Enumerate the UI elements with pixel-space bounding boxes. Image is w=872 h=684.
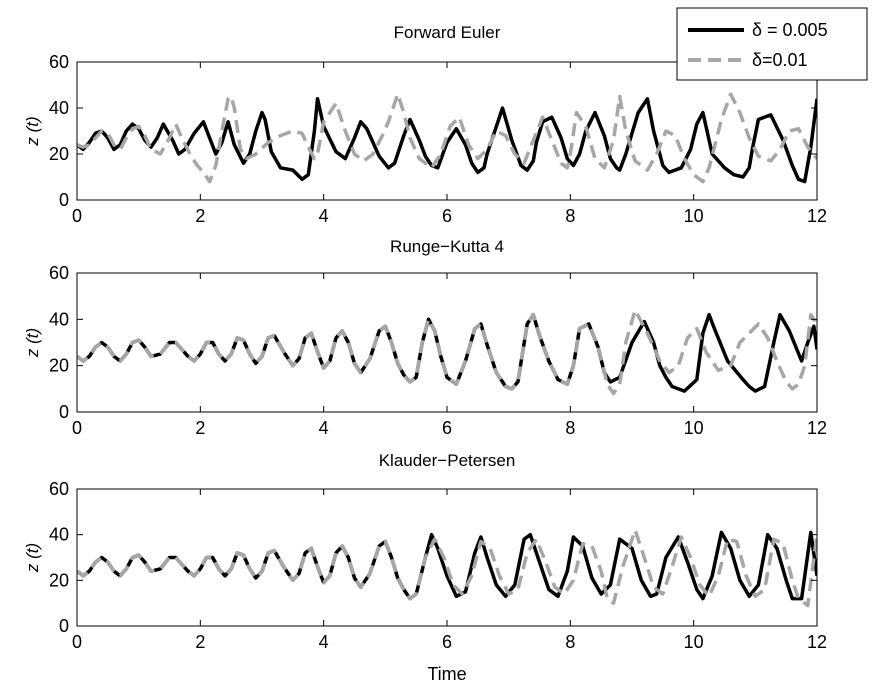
x-tick-label: 8 (565, 418, 575, 438)
x-tick-label: 0 (72, 418, 82, 438)
axes-frame (76, 272, 818, 413)
x-tick-label: 2 (195, 206, 205, 226)
x-tick-label: 0 (72, 206, 82, 226)
y-tick-label: 0 (59, 402, 69, 422)
axes-frame (76, 488, 818, 627)
subplot-title: Klauder−Petersen (379, 451, 516, 470)
y-tick-label: 40 (49, 98, 69, 118)
subplot-title: Forward Euler (394, 23, 501, 42)
x-tick-label: 12 (807, 418, 827, 438)
x-tick-label: 2 (195, 632, 205, 652)
x-tick-label: 6 (442, 418, 452, 438)
x-tick-label: 6 (442, 632, 452, 652)
x-axis-label: Time (427, 664, 466, 684)
y-axis-label: z (t) (23, 116, 42, 146)
x-tick-label: 2 (195, 418, 205, 438)
x-tick-label: 4 (319, 632, 329, 652)
legend-box (676, 7, 868, 81)
y-tick-label: 40 (49, 525, 69, 545)
y-tick-label: 20 (49, 356, 69, 376)
y-tick-label: 40 (49, 309, 69, 329)
series-line-delta-001 (77, 308, 817, 396)
subplot-3: 0 2 4 6 8 10 12 0 20 40 60 Klauder−Petersen z (t) (23, 451, 827, 652)
x-tick-label: 12 (807, 632, 827, 652)
subplot-2: 0 2 4 6 8 10 12 0 20 40 60 Runge−Kutta 4 z (t) (23, 237, 827, 438)
x-tick-label: 0 (72, 632, 82, 652)
y-axis-label: z (t) (23, 543, 42, 573)
x-tick-label: 6 (442, 206, 452, 226)
y-tick-label: 60 (49, 52, 69, 72)
x-tick-label: 10 (684, 206, 704, 226)
subplot-1: 0 2 4 6 8 10 12 0 20 40 60 Forward Euler z (t) (23, 23, 827, 226)
legend-label: δ = 0.005 (752, 20, 828, 40)
y-tick-label: 20 (49, 570, 69, 590)
series-line-delta-001 (77, 528, 817, 608)
y-tick-label: 0 (59, 616, 69, 636)
x-tick-label: 8 (565, 206, 575, 226)
x-tick-label: 12 (807, 206, 827, 226)
y-tick-label: 20 (49, 144, 69, 164)
x-tick-label: 10 (684, 632, 704, 652)
y-tick-label: 60 (49, 263, 69, 283)
series-line-delta-001 (77, 92, 817, 184)
y-axis-label: z (t) (23, 328, 42, 358)
y-tick-label: 0 (59, 190, 69, 210)
x-tick-label: 4 (319, 418, 329, 438)
subplot-title: Runge−Kutta 4 (390, 237, 504, 256)
x-tick-label: 10 (684, 418, 704, 438)
x-tick-label: 8 (565, 632, 575, 652)
x-tick-label: 4 (319, 206, 329, 226)
legend: δ = 0.005 δ=0.01 (676, 7, 868, 81)
legend-label: δ=0.01 (752, 50, 808, 70)
y-tick-label: 60 (49, 479, 69, 499)
